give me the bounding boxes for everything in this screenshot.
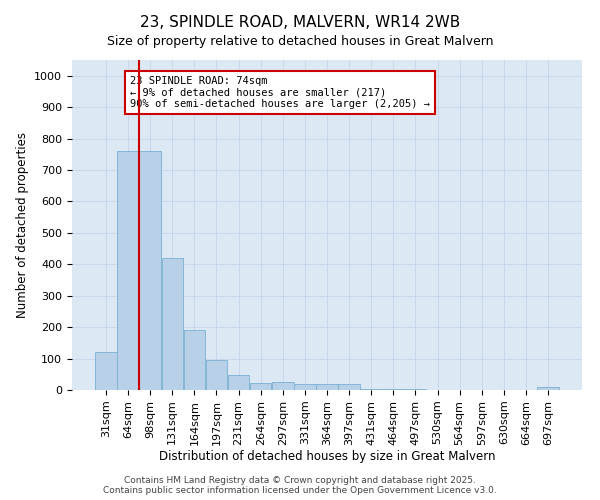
Bar bbox=[139, 151, 161, 390]
Y-axis label: Number of detached properties: Number of detached properties bbox=[16, 132, 29, 318]
Bar bbox=[228, 375, 249, 390]
Bar bbox=[206, 360, 227, 390]
Bar bbox=[161, 258, 183, 390]
Bar bbox=[538, 388, 559, 390]
X-axis label: Distribution of detached houses by size in Great Malvern: Distribution of detached houses by size … bbox=[159, 450, 495, 464]
Bar bbox=[405, 388, 426, 390]
Bar bbox=[383, 388, 404, 390]
Bar bbox=[294, 384, 316, 390]
Bar bbox=[272, 382, 293, 390]
Bar bbox=[361, 388, 382, 390]
Text: 23, SPINDLE ROAD, MALVERN, WR14 2WB: 23, SPINDLE ROAD, MALVERN, WR14 2WB bbox=[140, 15, 460, 30]
Bar bbox=[95, 352, 116, 390]
Bar bbox=[338, 384, 360, 390]
Text: Contains HM Land Registry data © Crown copyright and database right 2025.
Contai: Contains HM Land Registry data © Crown c… bbox=[103, 476, 497, 495]
Bar bbox=[316, 384, 338, 390]
Text: 23 SPINDLE ROAD: 74sqm
← 9% of detached houses are smaller (217)
90% of semi-det: 23 SPINDLE ROAD: 74sqm ← 9% of detached … bbox=[130, 76, 430, 109]
Bar bbox=[184, 330, 205, 390]
Text: Size of property relative to detached houses in Great Malvern: Size of property relative to detached ho… bbox=[107, 35, 493, 48]
Bar bbox=[250, 383, 271, 390]
Bar bbox=[117, 151, 139, 390]
